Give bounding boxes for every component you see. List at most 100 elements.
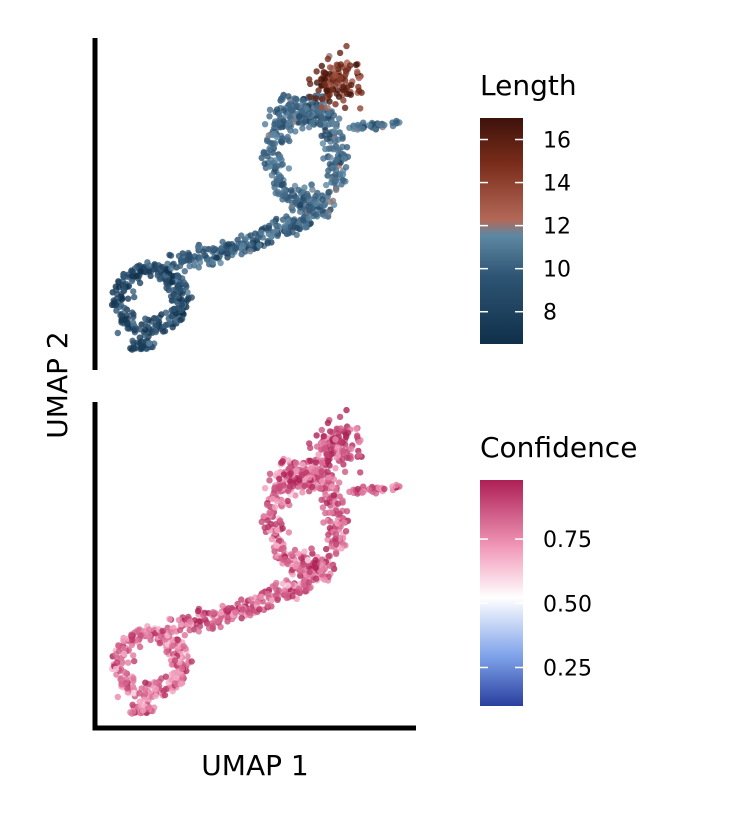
length-point xyxy=(301,184,308,191)
confidence-tick-label: 0.25 xyxy=(543,656,592,681)
confidence-point xyxy=(128,641,135,649)
length-point xyxy=(287,106,294,113)
confidence-point xyxy=(285,529,293,536)
confidence-point xyxy=(145,704,153,711)
length-point xyxy=(375,120,383,128)
confidence-point xyxy=(307,457,314,465)
confidence-point xyxy=(263,501,271,509)
confidence-point xyxy=(319,504,327,511)
length-point xyxy=(239,242,246,249)
length-point xyxy=(344,90,351,98)
confidence-point xyxy=(340,461,347,468)
confidence-point xyxy=(256,606,263,613)
confidence-point xyxy=(186,618,194,625)
confidence-point xyxy=(318,565,326,572)
confidence-point xyxy=(280,471,288,478)
confidence-point xyxy=(354,485,362,493)
confidence-point xyxy=(219,602,226,610)
length-point xyxy=(337,61,345,68)
confidence-point xyxy=(330,492,338,499)
confidence-point xyxy=(333,541,340,548)
confidence-point xyxy=(238,596,245,603)
length-point xyxy=(121,304,128,312)
length-point xyxy=(325,189,332,196)
confidence-point xyxy=(321,484,329,492)
length-point xyxy=(327,82,334,89)
length-point xyxy=(334,136,342,143)
confidence-point xyxy=(318,496,325,503)
confidence-point xyxy=(136,643,144,651)
confidence-point xyxy=(332,436,339,443)
confidence-point xyxy=(287,470,294,477)
confidence-point xyxy=(343,406,350,414)
confidence-point xyxy=(197,618,204,625)
length-point xyxy=(114,329,122,337)
length-point xyxy=(142,315,149,322)
confidence-point xyxy=(177,680,184,688)
confidence-point xyxy=(118,681,126,688)
length-point xyxy=(334,147,342,154)
length-point xyxy=(195,264,202,271)
confidence-point xyxy=(120,645,127,652)
confidence-point xyxy=(332,531,340,538)
confidence-point xyxy=(298,471,306,479)
confidence-point xyxy=(130,689,138,697)
length-point xyxy=(320,155,327,162)
confidence-point xyxy=(319,560,326,567)
confidence-point xyxy=(186,627,193,634)
confidence-point xyxy=(336,413,344,421)
confidence-point xyxy=(320,433,327,440)
length-point xyxy=(162,321,169,329)
length-point xyxy=(342,67,350,74)
length-point xyxy=(115,278,122,285)
length-point xyxy=(278,181,285,188)
confidence-point xyxy=(339,497,346,504)
confidence-point xyxy=(286,483,293,490)
length-point xyxy=(298,107,306,115)
length-point xyxy=(275,223,282,230)
length-point xyxy=(313,68,320,75)
confidence-point xyxy=(164,624,171,631)
confidence-point xyxy=(344,454,351,462)
length-point xyxy=(356,87,363,95)
length-point xyxy=(247,241,254,248)
length-point xyxy=(324,172,331,179)
length-point xyxy=(194,243,202,251)
confidence-point xyxy=(162,685,169,693)
confidence-point xyxy=(136,690,143,697)
length-tick-label: 12 xyxy=(543,215,571,240)
length-point xyxy=(124,321,131,328)
length-point xyxy=(284,218,291,225)
length-point xyxy=(279,135,286,142)
length-point xyxy=(306,204,313,212)
length-point xyxy=(139,343,147,350)
length-point xyxy=(304,193,312,200)
length-point xyxy=(299,97,306,104)
length-tick-label: 16 xyxy=(543,129,571,154)
length-point xyxy=(247,248,254,255)
confidence-point xyxy=(264,602,271,609)
confidence-point xyxy=(319,478,326,485)
length-point xyxy=(321,81,329,88)
confidence-point xyxy=(332,550,340,557)
confidence-point xyxy=(324,419,332,427)
length-point xyxy=(317,121,324,128)
length-point xyxy=(339,133,346,140)
confidence-point xyxy=(261,485,269,492)
confidence-point xyxy=(328,509,335,516)
length-point xyxy=(322,145,329,153)
confidence-point xyxy=(152,692,160,700)
length-point xyxy=(261,121,269,128)
length-point xyxy=(332,167,340,174)
length-point xyxy=(295,186,302,194)
length-point xyxy=(285,165,293,172)
length-point xyxy=(224,254,231,261)
length-point xyxy=(129,337,136,344)
length-point xyxy=(333,90,340,97)
length-point xyxy=(321,212,328,219)
confidence-point xyxy=(324,468,331,475)
confidence-point xyxy=(174,636,181,644)
confidence-point xyxy=(130,677,137,685)
length-point xyxy=(180,279,187,286)
length-point xyxy=(324,55,332,63)
